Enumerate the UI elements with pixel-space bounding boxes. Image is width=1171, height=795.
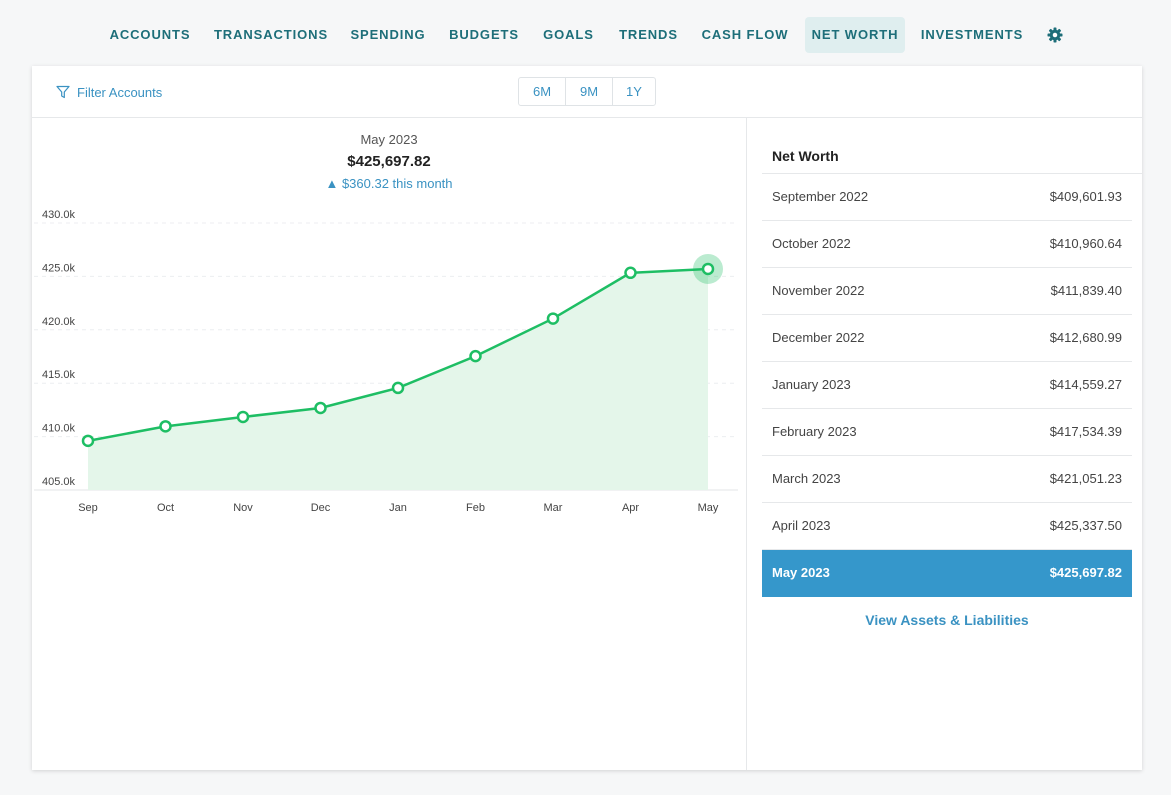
filter-icon	[56, 85, 70, 99]
x-tick-label: Apr	[622, 502, 639, 514]
row-month-label: April 2023	[772, 518, 831, 533]
x-tick-label: Feb	[466, 502, 485, 514]
row-month-label: March 2023	[772, 471, 841, 486]
filter-label: Filter Accounts	[77, 84, 163, 100]
net-worth-row[interactable]: October 2022 $410,960.64	[762, 221, 1132, 268]
x-tick-label: Sep	[78, 502, 98, 514]
row-value: $410,960.64	[1049, 236, 1122, 251]
panel-divider	[746, 118, 747, 770]
row-month-label: January 2023	[772, 377, 851, 392]
row-month-label: October 2022	[772, 236, 851, 251]
data-point	[546, 312, 560, 325]
row-value: $425,337.50	[1049, 518, 1122, 533]
row-month-label: May 2023	[772, 565, 830, 580]
row-value: $417,534.39	[1049, 424, 1122, 439]
area-fill	[88, 268, 708, 490]
time-range-selector: 6M 9M 1Y	[518, 77, 656, 106]
view-assets-liabilities-link[interactable]: View Assets & Liabilities	[865, 612, 1029, 628]
row-value: $411,839.40	[1050, 283, 1122, 298]
data-point	[469, 349, 482, 363]
card-toolbar: Filter Accounts 6M 9M 1Y	[32, 66, 1142, 118]
row-value: $412,680.99	[1049, 330, 1122, 345]
y-tick-label: 405.0k	[42, 476, 76, 488]
panel-header-divider	[762, 173, 1142, 174]
net-worth-row[interactable]: February 2023 $417,534.39	[762, 409, 1132, 456]
row-value: $409,601.93	[1049, 189, 1122, 204]
row-value: $425,697.82	[1049, 565, 1122, 580]
row-value: $414,559.27	[1049, 377, 1122, 392]
panel-title: Net Worth	[772, 148, 839, 164]
data-point	[236, 410, 250, 424]
data-point	[314, 401, 327, 415]
data-point	[159, 420, 172, 433]
net-worth-row[interactable]: March 2023 $421,051.23	[762, 456, 1132, 503]
summary-change: ▲ $360.32 this month	[325, 176, 453, 191]
nav-goals[interactable]: GOALS	[543, 27, 594, 42]
nav-trends[interactable]: TRENDS	[619, 27, 678, 42]
row-value: $421,051.23	[1049, 471, 1122, 486]
range-6m-button[interactable]: 6M	[519, 78, 566, 105]
nav-spending[interactable]: SPENDING	[350, 27, 426, 42]
net-worth-row[interactable]: December 2022 $412,680.99	[762, 315, 1132, 362]
x-tick-label: Oct	[157, 502, 174, 514]
net-worth-chart: 405.0k 410.0k 415.0k 420.0k 425.0k 430.0k Sep O…	[34, 209, 738, 514]
net-worth-row[interactable]: May 2023 $425,697.82	[762, 550, 1132, 597]
nav-cash-flow[interactable]: CASH FLOW	[701, 27, 789, 42]
range-1y-button[interactable]: 1Y	[626, 84, 642, 99]
y-tick-label: 415.0k	[42, 369, 76, 381]
net-worth-card: Filter Accounts 6M 9M 1Y May 2023 $425,6…	[32, 66, 1142, 770]
row-month-label: February 2023	[772, 424, 857, 439]
y-tick-label: 420.0k	[42, 316, 76, 328]
y-tick-label: 430.0k	[42, 209, 76, 221]
nav-net-worth[interactable]: NET WORTH	[805, 17, 905, 53]
data-point	[391, 381, 405, 395]
filter-accounts-button[interactable]: Filter Accounts	[56, 83, 162, 101]
data-point	[624, 266, 637, 280]
summary-month: May 2023	[360, 132, 418, 147]
nav-accounts[interactable]: ACCOUNTS	[109, 27, 191, 42]
row-month-label: December 2022	[772, 330, 865, 345]
y-tick-label: 410.0k	[42, 423, 76, 435]
nav-budgets[interactable]: BUDGETS	[449, 27, 519, 42]
row-month-label: September 2022	[772, 189, 869, 204]
x-tick-label: Mar	[544, 502, 563, 514]
gear-icon[interactable]	[1046, 26, 1064, 44]
x-tick-label: Jan	[389, 502, 407, 514]
summary-amount: $425,697.82	[347, 153, 431, 170]
range-9m-button[interactable]: 9M	[566, 78, 613, 105]
x-tick-label: Nov	[233, 502, 253, 514]
x-tick-label: May	[698, 502, 719, 514]
top-navigation: ACCOUNTS TRANSACTIONS SPENDING BUDGETS G…	[0, 0, 1171, 66]
row-month-label: November 2022	[772, 283, 865, 298]
nav-transactions[interactable]: TRANSACTIONS	[213, 27, 329, 42]
y-tick-label: 425.0k	[42, 262, 76, 274]
nav-investments[interactable]: INVESTMENTS	[920, 27, 1024, 42]
net-worth-row[interactable]: January 2023 $414,559.27	[762, 362, 1132, 409]
data-point	[81, 434, 95, 448]
net-worth-row[interactable]: April 2023 $425,337.50	[762, 503, 1132, 550]
net-worth-row[interactable]: September 2022 $409,601.93	[762, 174, 1132, 221]
net-worth-row[interactable]: November 2022 $411,839.40	[762, 268, 1132, 315]
x-tick-label: Dec	[311, 502, 331, 514]
data-point	[701, 262, 715, 276]
